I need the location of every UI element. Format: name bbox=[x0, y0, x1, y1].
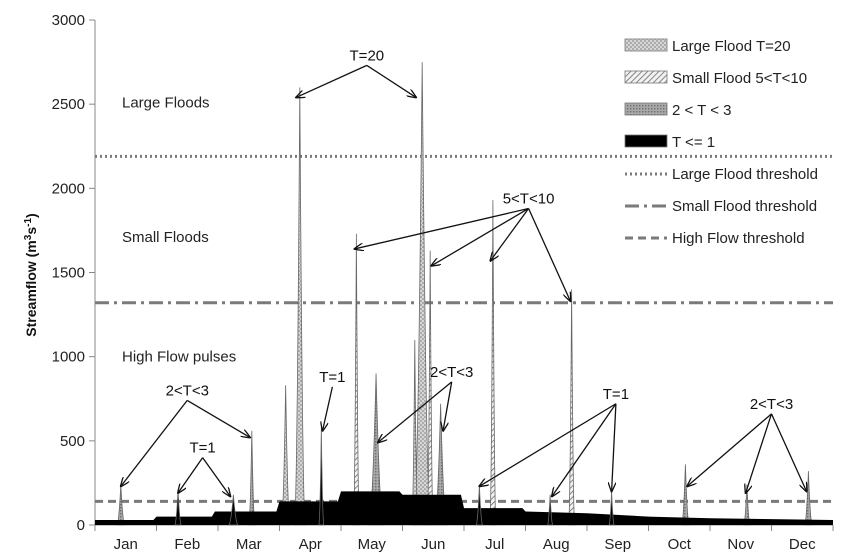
annotation: T=1 bbox=[479, 386, 629, 497]
x-tick-label: Mar bbox=[236, 536, 262, 553]
x-tick-label: Oct bbox=[668, 536, 692, 553]
zone-labels: Large Floods Small Floods High Flow pulses bbox=[122, 94, 236, 365]
flood-peak bbox=[567, 289, 576, 526]
flood-peak bbox=[228, 494, 239, 526]
x-tick-label: Nov bbox=[727, 536, 754, 553]
threshold-lines bbox=[95, 154, 833, 503]
x-tick-label: Jul bbox=[485, 536, 504, 553]
annotation-arrow bbox=[378, 381, 453, 443]
flood-peak bbox=[681, 464, 690, 526]
legend-label: Small Flood 5<T<10 bbox=[672, 70, 807, 87]
annotation-arrow bbox=[479, 403, 617, 487]
y-tick-label: 2500 bbox=[52, 96, 85, 113]
annotation-arrow bbox=[366, 64, 416, 97]
annotation: 2<T<3 bbox=[121, 382, 250, 486]
legend-swatch bbox=[624, 38, 668, 52]
legend: Large Flood T=20 Small Flood 5<T<10 2 < T … bbox=[624, 38, 818, 247]
x-tick-label: May bbox=[358, 536, 387, 553]
flood-peak bbox=[804, 471, 813, 526]
y-tick-label: 0 bbox=[77, 517, 85, 534]
legend-label: T <= 1 bbox=[672, 134, 715, 151]
flood-peak bbox=[426, 250, 434, 526]
annotation-arrow bbox=[490, 208, 530, 260]
annotation-label: 2<T<3 bbox=[750, 396, 793, 413]
x-tick-label: Sep bbox=[604, 536, 631, 553]
flood-peak bbox=[547, 494, 554, 526]
y-tick-label: 2000 bbox=[52, 180, 85, 197]
annotation-arrow bbox=[687, 413, 772, 486]
annotation: T=20 bbox=[296, 47, 416, 97]
x-tick-label: Aug bbox=[543, 536, 570, 553]
annotation-label: 2<T<3 bbox=[430, 364, 473, 381]
annotation-arrow bbox=[770, 413, 807, 491]
annotation: 2<T<3 bbox=[687, 396, 806, 493]
legend-label: Large Flood T=20 bbox=[672, 38, 791, 55]
annotations: T=20 5<T<10 2<T<3 T=1 T=1 2<T<3 T=1 2<T<3 bbox=[121, 47, 807, 496]
flood-peak bbox=[174, 489, 182, 526]
zone-label: Large Floods bbox=[122, 94, 210, 111]
annotation-label: T=1 bbox=[603, 386, 629, 403]
legend-label: Large Flood threshold bbox=[672, 166, 818, 183]
annotation-arrow bbox=[443, 381, 453, 431]
annotation: 5<T<10 bbox=[355, 190, 571, 301]
annotation-label: 2<T<3 bbox=[166, 382, 209, 399]
annotation-arrow bbox=[431, 207, 529, 265]
annotation-arrow bbox=[121, 399, 188, 486]
annotation-arrow bbox=[178, 457, 204, 493]
annotation-arrow bbox=[186, 399, 250, 437]
x-tick-label: Jan bbox=[114, 536, 138, 553]
annotation-arrow bbox=[202, 457, 231, 497]
x-tick-label: Apr bbox=[299, 536, 322, 553]
series-layer bbox=[95, 62, 833, 526]
annotation-arrow bbox=[323, 386, 334, 431]
legend-label: Small Flood threshold bbox=[672, 198, 817, 215]
axes: 0 500 1000 1500 2000 2500 3000 Jan Feb Mar Apr May J… bbox=[52, 12, 834, 553]
annotation-arrow bbox=[296, 64, 368, 97]
legend-swatch bbox=[624, 134, 668, 148]
x-tick-label: Dec bbox=[789, 536, 816, 553]
flood-peak bbox=[318, 427, 325, 526]
annotation: T=1 bbox=[319, 369, 346, 431]
y-tick-label: 3000 bbox=[52, 12, 85, 29]
annotation-arrow bbox=[527, 208, 571, 301]
annotation: 2<T<3 bbox=[378, 364, 473, 443]
legend-label: 2 < T < 3 bbox=[672, 102, 732, 119]
y-tick-label: 500 bbox=[60, 433, 85, 450]
annotation-label: T=1 bbox=[319, 369, 345, 386]
annotation-label: 5<T<10 bbox=[503, 190, 555, 207]
x-tick-label: Jun bbox=[421, 536, 445, 553]
series bbox=[95, 427, 833, 526]
y-tick-label: 1000 bbox=[52, 349, 85, 366]
flood-peak bbox=[248, 430, 256, 526]
annotation-label: T=1 bbox=[189, 440, 215, 457]
flood-peak bbox=[293, 87, 307, 526]
legend-swatch bbox=[624, 102, 668, 116]
y-tick-label: 1500 bbox=[52, 265, 85, 282]
zone-label: Small Floods bbox=[122, 229, 209, 246]
legend-label: High Flow threshold bbox=[672, 230, 805, 247]
flood-peak bbox=[489, 200, 497, 526]
y-axis-label: Streamflow (m3s-1) bbox=[23, 213, 39, 336]
annotation: T=1 bbox=[178, 440, 230, 497]
annotation-arrow bbox=[612, 403, 617, 492]
legend-swatch bbox=[624, 70, 668, 84]
flood-peak bbox=[352, 233, 361, 526]
flood-peak bbox=[475, 484, 484, 526]
zone-label: High Flow pulses bbox=[122, 349, 236, 366]
baseflow-area bbox=[95, 491, 833, 525]
annotation-label: T=20 bbox=[350, 47, 385, 64]
flood-peak bbox=[608, 491, 615, 526]
flood-peak bbox=[116, 484, 126, 526]
x-tick-label: Feb bbox=[174, 536, 200, 553]
annotation-arrow bbox=[552, 403, 617, 497]
annotation-arrow bbox=[355, 207, 529, 248]
annotation-arrow bbox=[746, 413, 773, 493]
series bbox=[352, 200, 576, 526]
